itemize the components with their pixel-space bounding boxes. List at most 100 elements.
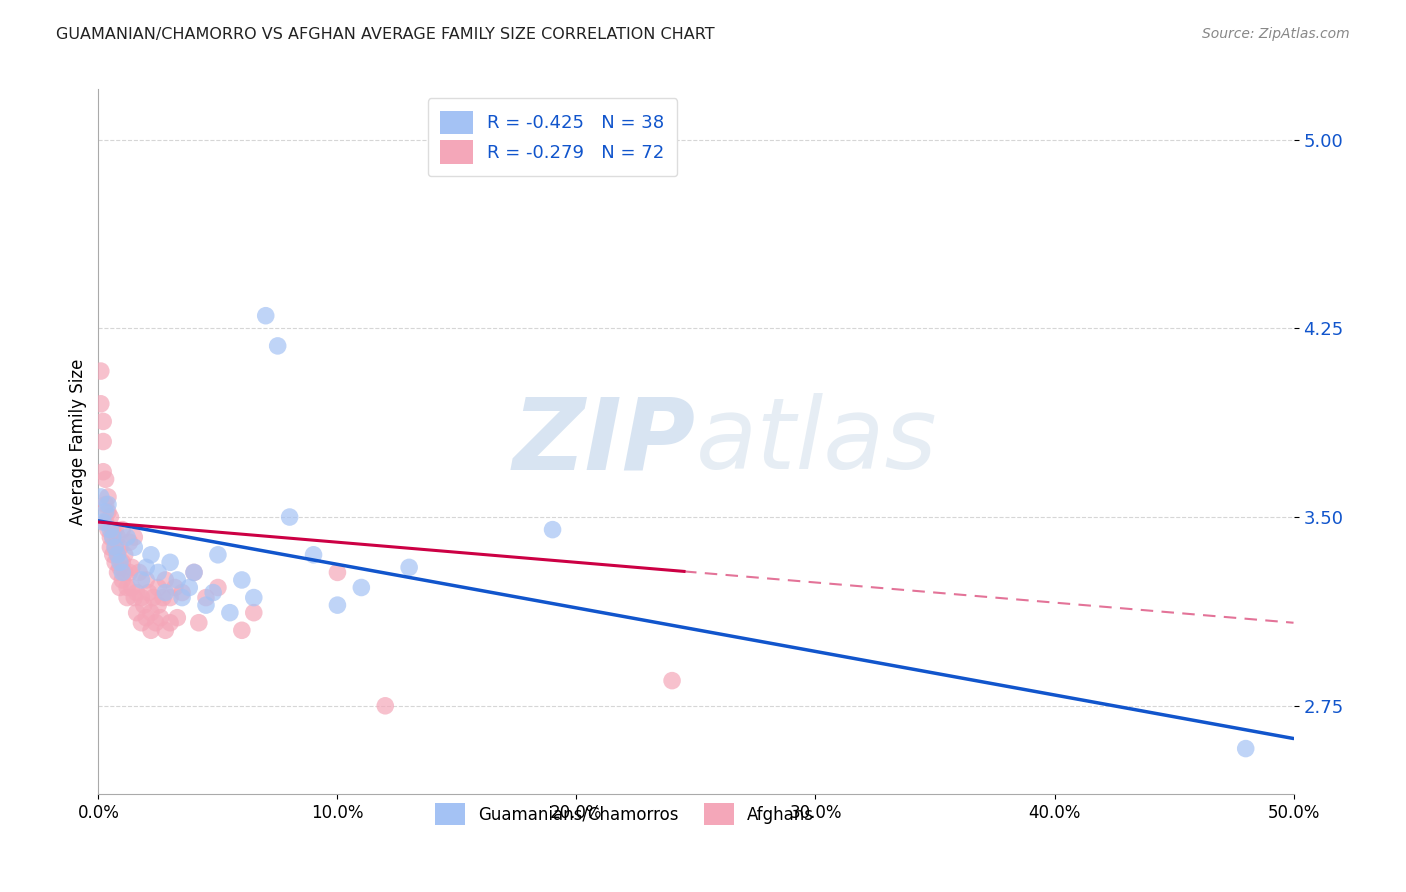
Point xyxy=(104,541,127,555)
Point xyxy=(91,515,114,529)
Point xyxy=(243,591,266,605)
Point xyxy=(94,515,117,529)
Point xyxy=(111,573,134,587)
Point xyxy=(145,615,167,630)
Point xyxy=(115,591,138,605)
Point xyxy=(118,535,141,549)
Point xyxy=(121,581,143,595)
Point xyxy=(1258,812,1281,826)
Point xyxy=(254,309,277,323)
Point xyxy=(219,606,242,620)
Point xyxy=(111,566,134,580)
Point xyxy=(90,364,112,378)
Point xyxy=(124,591,146,605)
Point xyxy=(374,698,396,713)
Point xyxy=(91,434,114,449)
Point xyxy=(278,510,301,524)
Point xyxy=(124,541,146,555)
Point xyxy=(98,510,122,524)
Point xyxy=(111,555,134,569)
Point xyxy=(101,530,124,544)
Point xyxy=(159,555,181,569)
Point xyxy=(139,624,162,638)
Point xyxy=(350,581,373,595)
Point xyxy=(183,566,205,580)
Point xyxy=(661,673,683,688)
Point xyxy=(115,581,138,595)
Point xyxy=(148,598,170,612)
Point xyxy=(152,591,174,605)
Point xyxy=(101,548,124,562)
Point xyxy=(149,610,172,624)
Point xyxy=(142,591,165,605)
Point xyxy=(101,530,124,544)
Point xyxy=(541,523,564,537)
Point xyxy=(179,581,201,595)
Point xyxy=(166,573,188,587)
Point xyxy=(90,490,112,504)
Point xyxy=(148,566,170,580)
Point xyxy=(128,566,150,580)
Point xyxy=(1234,741,1257,756)
Point xyxy=(172,591,194,605)
Point xyxy=(108,560,131,574)
Point xyxy=(183,566,205,580)
Point xyxy=(132,598,155,612)
Point xyxy=(155,573,177,587)
Point xyxy=(104,541,127,555)
Point xyxy=(172,585,194,599)
Point xyxy=(155,585,177,599)
Point xyxy=(166,610,188,624)
Point xyxy=(124,530,146,544)
Point xyxy=(139,548,162,562)
Point xyxy=(195,591,218,605)
Point xyxy=(231,624,253,638)
Point xyxy=(202,585,225,599)
Point xyxy=(111,523,134,537)
Point xyxy=(107,566,129,580)
Point xyxy=(131,591,153,605)
Point xyxy=(98,541,122,555)
Point xyxy=(195,598,218,612)
Point xyxy=(114,566,136,580)
Point xyxy=(98,523,122,537)
Point xyxy=(107,548,129,562)
Point xyxy=(94,472,117,486)
Point xyxy=(125,585,148,599)
Y-axis label: Average Family Size: Average Family Size xyxy=(69,359,87,524)
Text: Source: ZipAtlas.com: Source: ZipAtlas.com xyxy=(1202,27,1350,41)
Text: GUAMANIAN/CHAMORRO VS AFGHAN AVERAGE FAMILY SIZE CORRELATION CHART: GUAMANIAN/CHAMORRO VS AFGHAN AVERAGE FAM… xyxy=(56,27,714,42)
Point xyxy=(138,585,160,599)
Point xyxy=(125,606,148,620)
Point xyxy=(398,560,420,574)
Point xyxy=(97,498,120,512)
Point xyxy=(94,498,117,512)
Point xyxy=(97,490,120,504)
Point xyxy=(159,615,181,630)
Point xyxy=(243,606,266,620)
Point xyxy=(101,523,124,537)
Point xyxy=(139,606,162,620)
Point xyxy=(326,598,349,612)
Point xyxy=(107,530,129,544)
Point xyxy=(207,548,229,562)
Point xyxy=(159,591,181,605)
Point xyxy=(231,573,253,587)
Point xyxy=(90,397,112,411)
Point xyxy=(207,581,229,595)
Point xyxy=(121,560,143,574)
Point xyxy=(187,615,209,630)
Point xyxy=(148,581,170,595)
Point xyxy=(135,573,157,587)
Point xyxy=(104,523,127,537)
Point xyxy=(326,566,349,580)
Point xyxy=(91,414,114,428)
Point xyxy=(118,566,141,580)
Text: ZIP: ZIP xyxy=(513,393,696,490)
Point xyxy=(302,548,325,562)
Point xyxy=(115,530,138,544)
Point xyxy=(135,560,157,574)
Point xyxy=(104,555,127,569)
Point xyxy=(108,581,131,595)
Point xyxy=(108,541,131,555)
